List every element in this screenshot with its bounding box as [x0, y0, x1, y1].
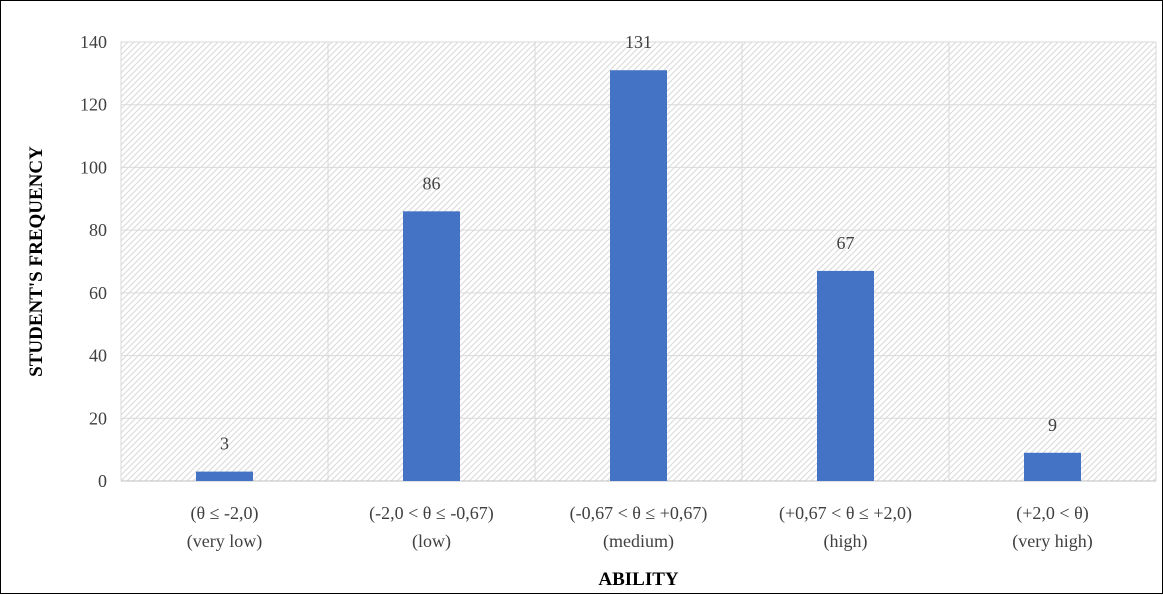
x-tick-label: (θ ≤ -2,0): [191, 503, 259, 524]
y-tick-label: 20: [89, 408, 107, 428]
x-tick-label: (very low): [187, 531, 262, 552]
x-tick-label: (-0,67 < θ ≤ +0,67): [570, 503, 708, 524]
bars: [196, 70, 1081, 482]
x-axis-ticks: (θ ≤ -2,0) (very low) (-2,0 < θ ≤ -0,67) (l…: [187, 503, 1093, 552]
x-tick-label: (very high): [1012, 531, 1092, 552]
data-label: 86: [423, 173, 441, 193]
y-tick-label: 80: [89, 220, 107, 240]
y-tick-label: 0: [98, 471, 107, 491]
y-tick-label: 140: [80, 32, 107, 52]
x-tick-label: (high): [824, 531, 868, 552]
x-tick-label: (+2,0 < θ): [1016, 503, 1088, 524]
x-tick-label: (+0,67 < θ ≤ +2,0): [779, 503, 912, 524]
y-axis-title: STUDENT'S FREQUENCY: [26, 146, 47, 377]
y-tick-label: 60: [89, 283, 107, 303]
x-axis-title: ABILITY: [598, 569, 679, 590]
data-labels: 3 86 131 67 9: [220, 32, 1057, 453]
bar: [817, 270, 874, 481]
x-tick-label: (medium): [603, 531, 674, 552]
y-axis-ticks: 0 20 40 60 80 100 120 140: [80, 32, 107, 491]
x-tick-label: (low): [412, 531, 451, 552]
data-label: 3: [220, 434, 229, 454]
x-tick-label: (-2,0 < θ ≤ -0,67): [369, 503, 494, 524]
bar: [403, 211, 460, 482]
y-tick-label: 120: [80, 95, 107, 115]
data-label: 131: [625, 32, 652, 52]
bar: [1024, 452, 1081, 481]
data-label: 9: [1048, 415, 1057, 435]
data-label: 67: [837, 233, 855, 253]
bar: [610, 70, 667, 481]
y-tick-label: 40: [89, 346, 107, 366]
y-tick-label: 100: [80, 157, 107, 177]
bar: [196, 471, 253, 481]
